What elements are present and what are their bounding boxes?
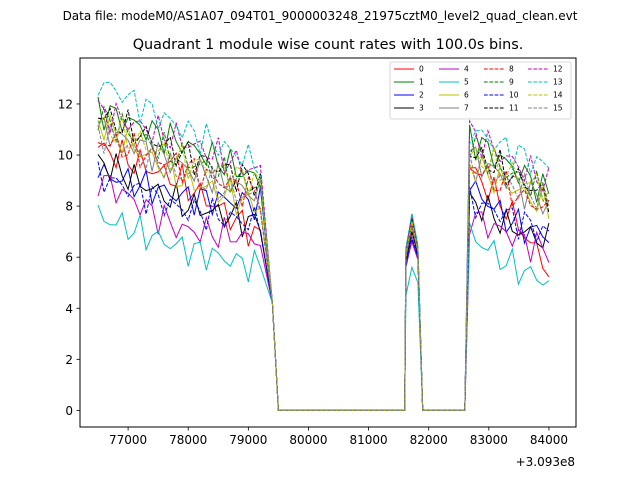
- x-tick-label: 82000: [410, 433, 448, 447]
- legend-label-9: 9: [509, 78, 514, 87]
- legend-label-5: 5: [464, 78, 469, 87]
- legend-label-13: 13: [553, 78, 563, 87]
- series-line-10: [97, 161, 550, 411]
- y-tick-label: 12: [58, 97, 73, 111]
- series-line-15: [97, 123, 550, 411]
- chart-title: Quadrant 1 module wise count rates with …: [133, 37, 524, 53]
- series-line-5: [97, 204, 550, 411]
- legend-label-4: 4: [464, 65, 469, 74]
- x-offset-label: +3.093e8: [516, 455, 575, 469]
- x-tick-label: 77000: [109, 433, 147, 447]
- y-tick-label: 2: [65, 353, 73, 367]
- y-axis: 0 2 4 6 8 10 12: [58, 97, 80, 418]
- series-line-4: [97, 175, 550, 411]
- legend-label-10: 10: [509, 91, 519, 100]
- legend-label-1: 1: [419, 78, 424, 87]
- legend-label-8: 8: [509, 65, 514, 74]
- legend-label-12: 12: [553, 65, 563, 74]
- x-tick-label: 80000: [289, 433, 327, 447]
- y-tick-label: 8: [65, 200, 73, 214]
- series-line-3: [97, 153, 550, 411]
- x-tick-label: 79000: [229, 433, 267, 447]
- y-tick-label: 0: [65, 404, 73, 418]
- series-line-6: [97, 113, 550, 411]
- series-line-7: [97, 116, 550, 411]
- suptitle: Data file: modeM0/AS1A07_094T01_90000032…: [63, 9, 578, 23]
- y-tick-label: 10: [58, 149, 73, 163]
- legend-box: [389, 61, 572, 120]
- x-axis: 77000 78000 79000 80000 81000 82000 83000 84000: [109, 427, 568, 447]
- series-line-2: [97, 163, 550, 411]
- y-tick-label: 4: [65, 302, 73, 316]
- series-line-11: [97, 107, 550, 411]
- legend-label-15: 15: [553, 104, 563, 113]
- legend-label-2: 2: [419, 91, 424, 100]
- y-tick-label: 6: [65, 251, 73, 265]
- x-tick-label: 83000: [470, 433, 508, 447]
- legend-label-11: 11: [509, 104, 519, 113]
- legend-label-3: 3: [419, 104, 424, 113]
- x-tick-label: 84000: [530, 433, 568, 447]
- series-line-0: [97, 139, 550, 411]
- legend-label-0: 0: [419, 65, 424, 74]
- x-tick-label: 81000: [349, 433, 387, 447]
- legend-label-7: 7: [464, 104, 469, 113]
- series-line-9: [97, 105, 550, 411]
- series-line-13: [97, 81, 550, 411]
- axes-frame: [79, 57, 577, 428]
- legend-label-14: 14: [553, 91, 563, 100]
- plot-area: [97, 81, 550, 411]
- x-tick-label: 78000: [169, 433, 207, 447]
- legend-label-6: 6: [464, 91, 469, 100]
